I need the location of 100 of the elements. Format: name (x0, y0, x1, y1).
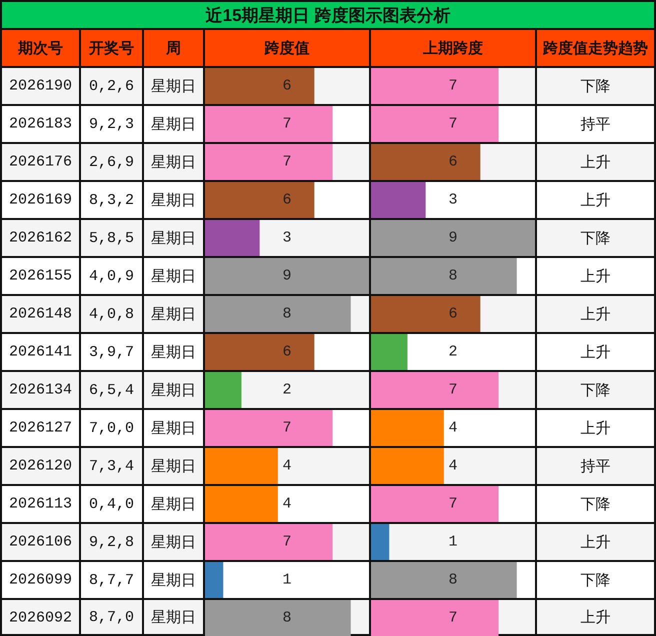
data-label: 7 (448, 78, 458, 94)
data-label: 7 (282, 154, 292, 170)
y-tick-label: 2026190 (8, 78, 72, 94)
text: 下降 (580, 76, 610, 96)
text: 持平 (580, 456, 610, 476)
text: 星期日 (151, 456, 196, 476)
text: 5,8,5 (88, 230, 134, 246)
data-label: 3 (282, 230, 292, 246)
data-label: 4 (282, 458, 292, 474)
y-tick-label: 2026155 (8, 268, 72, 284)
text: 上升 (580, 418, 610, 438)
text: 星期日 (151, 190, 196, 210)
data-label: 7 (448, 610, 458, 626)
text: 星期日 (151, 418, 196, 438)
data-label: 7 (448, 496, 458, 512)
data-label: 7 (282, 534, 292, 550)
bar (371, 182, 426, 218)
text: 0,4,0 (88, 496, 134, 512)
data-label: 7 (448, 116, 458, 132)
y-tick-label: 2026099 (8, 572, 72, 588)
text: 2,6,9 (88, 154, 134, 170)
data-label: 9 (282, 268, 292, 284)
text: 上升 (580, 342, 610, 362)
text: 星期日 (151, 608, 196, 626)
data-label: 7 (448, 382, 458, 398)
text: 7,0,0 (88, 420, 134, 436)
y-tick-label: 2026106 (8, 534, 72, 550)
data-label: 8 (282, 306, 292, 322)
text: 跨度值走势趋势 (543, 38, 648, 58)
text: 3,9,7 (88, 344, 134, 360)
y-tick-label: 2026127 (8, 420, 72, 436)
text: 星期日 (151, 304, 196, 324)
data-label: 7 (282, 420, 292, 436)
data-label: 4 (282, 496, 292, 512)
data-label: 7 (282, 116, 292, 132)
text: 上升 (580, 190, 610, 210)
y-tick-label: 2026092 (8, 610, 72, 626)
data-label: 9 (448, 230, 458, 246)
y-tick-label: 2026183 (8, 116, 72, 132)
text: 9,2,3 (88, 116, 134, 132)
y-tick-label: 2026113 (8, 496, 72, 512)
y-tick-label: 2026148 (8, 306, 72, 322)
text: 上升 (580, 608, 610, 626)
text: 上升 (580, 152, 610, 172)
data-label: 1 (282, 572, 292, 588)
text: 星期日 (151, 380, 196, 400)
y-axis-title: 期次号 (18, 38, 63, 58)
text: 6,5,4 (88, 382, 134, 398)
data-label: 6 (282, 344, 292, 360)
text: 下降 (580, 228, 610, 248)
chart-title: 近15期星期日 跨度图示图表分析 (206, 4, 450, 26)
text: 下降 (580, 570, 610, 590)
text: 9,2,8 (88, 534, 134, 550)
text: 星期日 (151, 532, 196, 552)
text: 下降 (580, 494, 610, 514)
y-tick-label: 2026162 (8, 230, 72, 246)
bar (205, 372, 242, 408)
data-label: 8 (448, 572, 458, 588)
text: 0,2,6 (88, 78, 134, 94)
data-label: 6 (282, 78, 292, 94)
text: 4,0,9 (88, 268, 134, 284)
data-label: 3 (448, 192, 458, 208)
data-label: 4 (448, 458, 458, 474)
data-label: 2 (282, 382, 292, 398)
y-tick-label: 2026176 (8, 154, 72, 170)
text: 周 (166, 38, 181, 58)
text: 星期日 (151, 228, 196, 248)
text: 开奖号 (89, 38, 134, 58)
text: 上升 (580, 266, 610, 286)
text: 星期日 (151, 570, 196, 590)
data-label: 1 (448, 534, 458, 550)
text: 星期日 (151, 76, 196, 96)
text: 星期日 (151, 152, 196, 172)
text: 星期日 (151, 342, 196, 362)
text: 下降 (580, 380, 610, 400)
text: 8,7,7 (88, 572, 134, 588)
x-axis-title: 跨度值 (264, 38, 310, 58)
data-label: 8 (448, 268, 458, 284)
data-label: 6 (448, 154, 458, 170)
text: 星期日 (151, 266, 196, 286)
bar (371, 524, 390, 560)
data-label: 2 (448, 344, 458, 360)
text: 持平 (580, 114, 610, 134)
x-axis-title: 上期跨度 (423, 38, 483, 58)
y-tick-label: 2026141 (8, 344, 72, 360)
text: 8,7,0 (88, 608, 134, 626)
data-label: 6 (448, 306, 458, 322)
text: 8,3,2 (88, 192, 134, 208)
y-tick-label: 2026169 (8, 192, 72, 208)
text: 星期日 (151, 494, 196, 514)
y-tick-label: 2026120 (8, 458, 72, 474)
text: 星期日 (151, 114, 196, 134)
bar (205, 562, 224, 598)
text: 4,0,8 (88, 306, 134, 322)
text: 上升 (580, 304, 610, 324)
data-label: 4 (448, 420, 458, 436)
text: 上升 (580, 532, 610, 552)
bar (371, 334, 408, 370)
data-label: 6 (282, 192, 292, 208)
text: 7,3,4 (88, 458, 134, 474)
